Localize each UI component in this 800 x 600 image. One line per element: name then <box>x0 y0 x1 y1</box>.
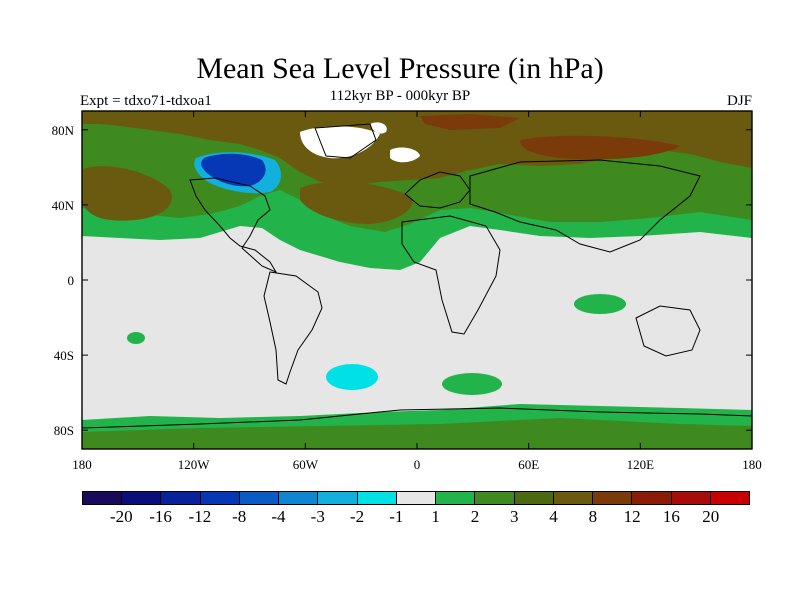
asia-coast <box>469 159 701 253</box>
arctic-white <box>370 122 387 134</box>
y-tick-label: 80S <box>54 423 74 438</box>
colorbar-swatch <box>279 492 319 504</box>
colorbar-swatch <box>396 492 437 504</box>
colorbar-swatch <box>593 492 633 504</box>
arctic-dark-brown <box>420 114 520 130</box>
north-america-coast <box>189 177 278 274</box>
colorbar-label: -1 <box>389 507 404 526</box>
colorbar-swatch <box>161 492 201 504</box>
colorbar-swatch <box>239 492 280 504</box>
map-title: Mean Sea Level Pressure (in hPa) <box>196 52 604 85</box>
antarctica-coast <box>82 407 752 429</box>
colorbar-label: -4 <box>271 507 286 526</box>
southern-ocean-cyan <box>326 364 378 390</box>
period-label: 112kyr BP - 000kyr BP <box>329 88 471 104</box>
colorbar-label: 3 <box>509 507 519 526</box>
south-dark-green <box>82 418 752 449</box>
y-tick-label: 0 <box>68 273 75 288</box>
y-tick-label: 40S <box>54 348 74 363</box>
colorbar-label: 4 <box>549 507 558 526</box>
south-america-coast <box>263 271 323 385</box>
colorbar-swatch <box>122 492 162 504</box>
colorbar-label: -16 <box>149 507 172 526</box>
colorbar-label: 20 <box>702 507 720 526</box>
x-tick-label: 60W <box>293 457 319 472</box>
colorbar-label: -8 <box>232 507 247 526</box>
colorbar-swatch <box>514 492 554 504</box>
colorbar-swatch <box>553 492 594 504</box>
season-label: DJF <box>726 93 752 109</box>
siberia-dark-brown <box>520 135 680 160</box>
indian-ocean-green <box>574 294 626 314</box>
x-tick-label: 180 <box>72 457 92 472</box>
colorbar-label: -12 <box>188 507 212 526</box>
colorbar-label: 2 <box>470 507 480 526</box>
colorbar-swatch <box>671 492 711 504</box>
coastlines <box>82 123 752 429</box>
north-brown <box>82 111 752 186</box>
colorbar-swatch <box>475 492 515 504</box>
pacific-brown <box>82 166 172 221</box>
iceland-white <box>390 147 420 163</box>
colorbar-swatch <box>200 492 240 504</box>
africa-coast <box>401 215 501 335</box>
colorbar-swatch <box>83 492 123 504</box>
greenland-white <box>300 126 380 159</box>
y-tick-label: 80N <box>52 123 75 138</box>
map-frame <box>81 110 753 450</box>
colorbar-label: -3 <box>310 507 325 526</box>
greenland-coast <box>314 123 377 159</box>
y-tick-label: 40N <box>52 198 75 213</box>
colorbar-swatch <box>436 492 476 504</box>
south-indian-green <box>442 373 502 395</box>
colorbar-swatch <box>632 492 672 504</box>
x-tick-label: 120E <box>627 457 655 472</box>
australia-coast <box>635 305 701 357</box>
experiment-label: Expt = tdxo71-tdxoa1 <box>80 93 212 109</box>
x-tick-label: 60E <box>518 457 539 472</box>
atlantic-brown <box>300 181 413 224</box>
colorbar-label: 1 <box>431 507 440 526</box>
colorbar-label: -20 <box>109 507 133 526</box>
pacific-small-green <box>127 332 145 344</box>
colorbar-swatch <box>710 492 749 504</box>
colorbar-label: 16 <box>662 507 680 526</box>
x-tick-label: 120W <box>178 457 211 472</box>
colorbar-label: 8 <box>588 507 598 526</box>
x-tick-label: 180 <box>742 457 762 472</box>
colorbar-swatch <box>318 492 358 504</box>
colorbar-swatch <box>357 492 397 504</box>
map-field <box>82 111 752 449</box>
colorbar-label: -2 <box>349 507 365 526</box>
colorbar <box>82 491 750 505</box>
x-tick-label: 0 <box>414 457 421 472</box>
colorbar-label: 12 <box>623 507 641 526</box>
